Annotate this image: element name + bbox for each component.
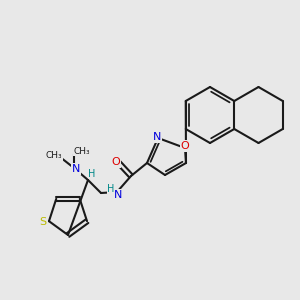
Text: O: O [112,157,120,167]
Text: O: O [181,141,189,151]
Text: H: H [107,184,115,194]
Text: CH₃: CH₃ [74,146,90,155]
Text: N: N [72,164,80,174]
Text: H: H [88,169,96,179]
Text: N: N [153,132,161,142]
Text: S: S [39,217,46,227]
Text: CH₃: CH₃ [46,152,62,160]
Text: N: N [114,190,122,200]
